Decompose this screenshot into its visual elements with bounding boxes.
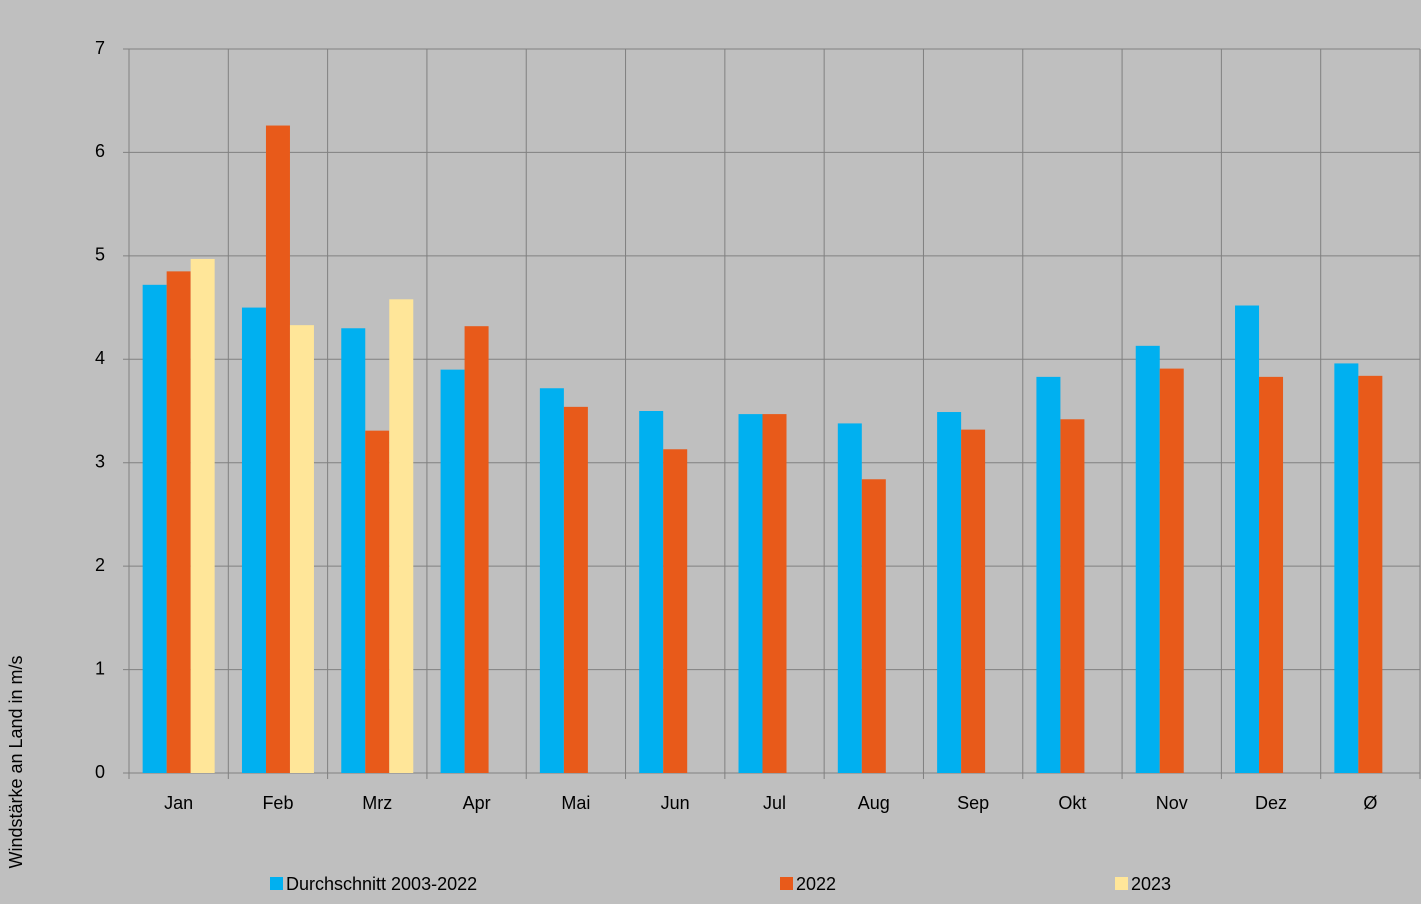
bar [1259,376,1284,773]
bar [563,406,588,773]
x-tick-label: Sep [957,793,989,813]
x-tick-label: Nov [1156,793,1188,813]
legend-swatch [270,877,283,890]
bar [837,423,862,773]
x-tick-label: Mai [561,793,590,813]
x-tick-label: Jan [164,793,193,813]
bar [937,412,962,773]
legend-swatch [780,877,793,890]
x-tick-label: Jun [661,793,690,813]
bar [1060,419,1085,773]
legend-label: 2022 [796,874,836,894]
bar [639,411,664,773]
bar [961,429,986,773]
y-tick-label: 2 [95,555,105,575]
x-tick-label: Feb [262,793,293,813]
bar [663,449,688,773]
x-tick-label: Dez [1255,793,1287,813]
y-tick-label: 4 [95,348,105,368]
y-tick-label: 0 [95,762,105,782]
bar [464,326,489,773]
y-tick-label: 1 [95,658,105,678]
y-axis-label: Windstärke an Land in m/s [6,655,26,868]
bar [539,388,564,773]
bar [389,299,414,773]
bar [1358,375,1383,773]
bar [1235,305,1260,773]
x-tick-label: Jul [763,793,786,813]
bar [190,258,215,774]
bar [1036,376,1061,773]
x-tick-label: Ø [1363,793,1377,813]
bar [1159,368,1184,773]
bar [166,271,191,773]
bar [241,307,266,773]
bar [762,414,787,773]
bar [1135,345,1160,773]
bar [289,325,314,773]
y-tick-label: 6 [95,141,105,161]
bar [142,284,167,773]
bar [341,328,366,773]
bar [440,369,465,773]
bar [1334,363,1359,773]
bar [738,414,763,773]
bar [365,430,390,773]
legend-label: 2023 [1131,874,1171,894]
x-tick-label: Okt [1058,793,1086,813]
y-tick-label: 5 [95,245,105,265]
legend-label: Durchschnitt 2003-2022 [286,874,477,894]
x-tick-label: Mrz [362,793,392,813]
bar [861,479,886,773]
x-tick-label: Apr [463,793,491,813]
legend-swatch [1115,877,1128,890]
y-tick-label: 3 [95,451,105,471]
y-tick-label: 7 [95,38,105,58]
x-tick-label: Aug [858,793,890,813]
bar [265,125,290,774]
